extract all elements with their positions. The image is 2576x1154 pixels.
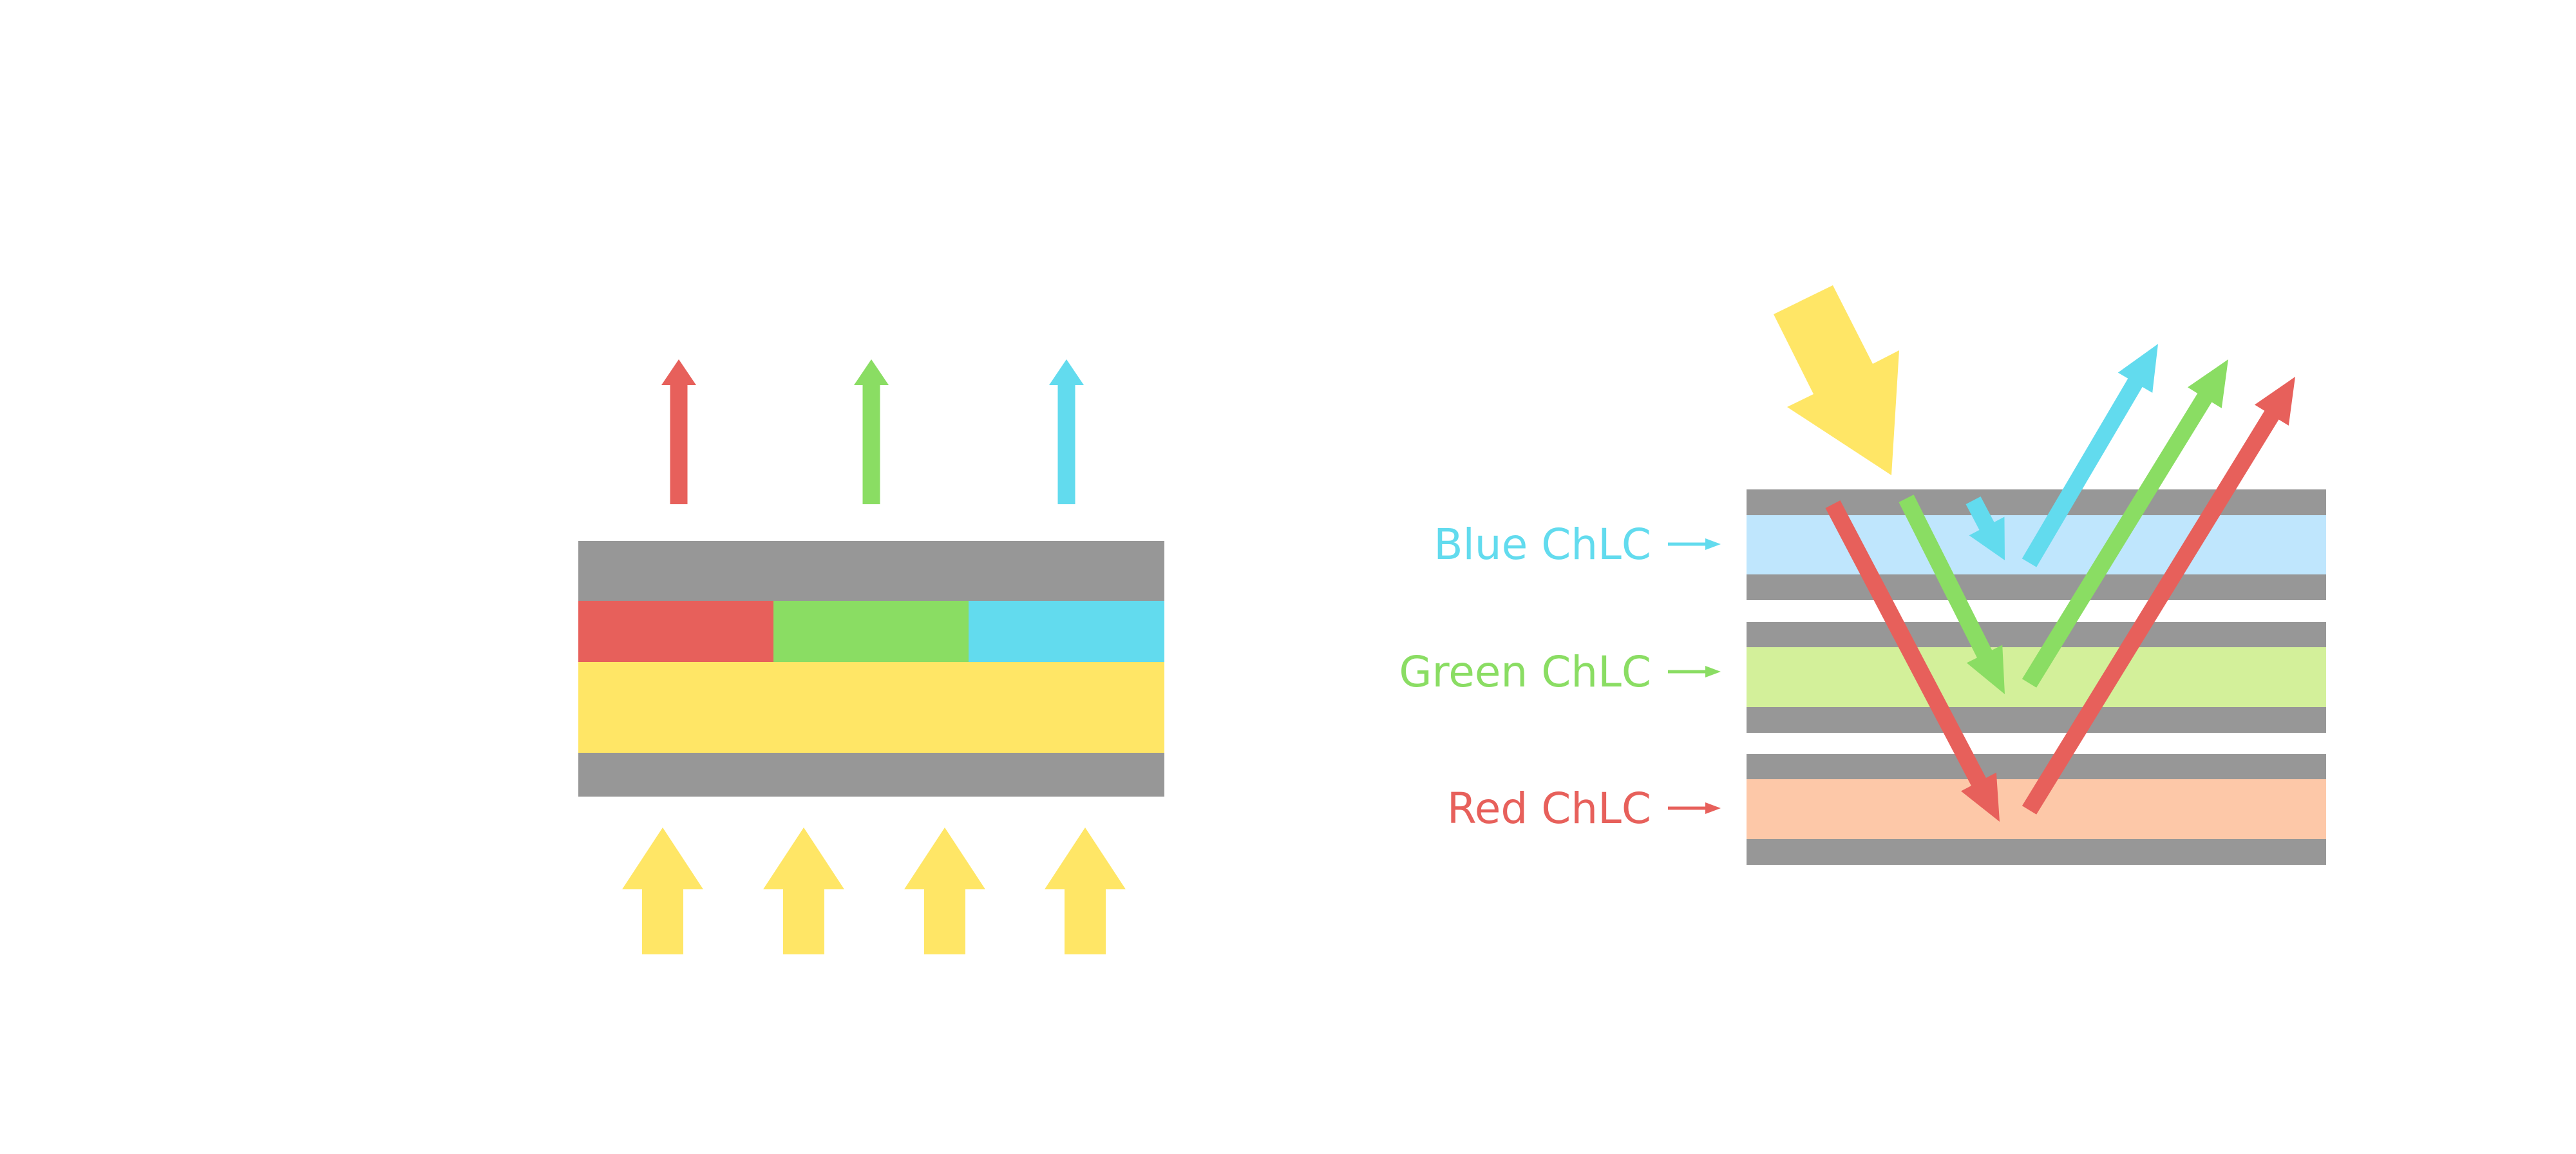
red-top-substrate	[1747, 754, 2326, 779]
blue-light-up-arrow-icon	[1049, 359, 1084, 504]
green-light-up-arrow-icon	[854, 359, 889, 504]
green-incident-arrow-icon	[1899, 495, 2005, 694]
incident-light-arrow-icon	[1774, 285, 1899, 475]
red-filter	[578, 601, 773, 662]
red-label-pointer-arrow-icon	[1668, 802, 1721, 814]
backlight-arrow-icon	[622, 828, 703, 954]
green-filter	[773, 601, 969, 662]
top-substrate	[578, 541, 1164, 601]
backlight-arrow-icon	[1045, 828, 1126, 954]
blue-incident-arrow-icon	[1965, 496, 2005, 560]
green-label-pointer-arrow-icon	[1668, 666, 1721, 677]
green-reflected-arrow-icon	[2022, 359, 2228, 688]
red-reflected-arrow-icon	[2022, 377, 2295, 815]
label-red-chlc: Red ChLC	[1447, 784, 1651, 833]
blue-reflected-arrow-icon	[2022, 344, 2158, 567]
backlight-layer	[578, 662, 1164, 753]
backlight-arrow-icon	[904, 828, 985, 954]
left-panel	[578, 359, 1164, 954]
bottom-substrate	[578, 753, 1164, 797]
green-top-substrate	[1747, 622, 2326, 647]
green-bottom-substrate	[1747, 707, 2326, 733]
right-panel	[1668, 285, 2326, 865]
blue-filter	[969, 601, 1164, 662]
red-incident-arrow-icon	[1825, 500, 2000, 822]
blue-label-pointer-arrow-icon	[1668, 538, 1721, 550]
red-bottom-substrate	[1747, 839, 2326, 865]
red-light-up-arrow-icon	[661, 359, 696, 504]
label-green-chlc: Green ChLC	[1399, 647, 1651, 697]
blue-bottom-substrate	[1747, 574, 2326, 600]
label-blue-chlc: Blue ChLC	[1434, 520, 1651, 569]
backlight-arrow-icon	[763, 828, 844, 954]
